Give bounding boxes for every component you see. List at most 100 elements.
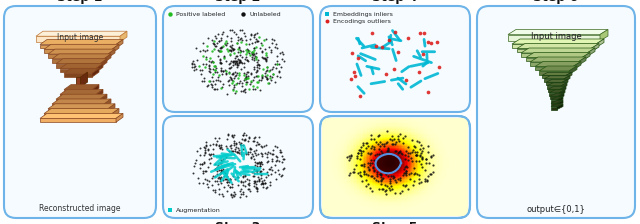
Point [216, 46, 226, 49]
Point [406, 139, 417, 142]
Point [349, 71, 359, 74]
Point [363, 161, 373, 164]
Point [211, 45, 221, 48]
Point [223, 183, 233, 187]
Point [408, 179, 419, 183]
Point [393, 138, 403, 141]
Polygon shape [64, 68, 99, 73]
Point [234, 151, 244, 154]
Point [201, 55, 211, 59]
Point [404, 172, 415, 175]
Point [235, 60, 245, 64]
Point [237, 193, 248, 196]
Point [423, 90, 433, 94]
FancyBboxPatch shape [477, 6, 635, 218]
Point [236, 60, 246, 64]
Point [264, 81, 274, 85]
Point [236, 143, 246, 146]
Point [423, 144, 433, 148]
Point [208, 147, 218, 151]
Point [232, 77, 243, 80]
Point [237, 81, 247, 84]
Polygon shape [521, 48, 595, 53]
Point [246, 155, 256, 159]
Point [416, 144, 426, 147]
Polygon shape [96, 63, 103, 72]
Point [193, 176, 203, 180]
Polygon shape [551, 100, 557, 103]
Point [409, 144, 419, 147]
Point [195, 50, 205, 53]
Point [260, 58, 271, 61]
Point [251, 182, 261, 185]
Point [225, 65, 236, 68]
Point [251, 186, 261, 190]
Point [410, 172, 420, 175]
Point [210, 136, 220, 139]
Point [322, 19, 332, 23]
Point [234, 72, 244, 75]
Text: Step 3: Step 3 [216, 221, 260, 224]
Polygon shape [64, 90, 92, 93]
Point [198, 41, 208, 44]
Text: Positive labeled: Positive labeled [176, 11, 225, 17]
Point [371, 178, 381, 181]
Point [202, 183, 212, 186]
Point [278, 52, 288, 56]
Point [205, 70, 216, 74]
Point [252, 68, 262, 71]
Point [223, 178, 233, 181]
Point [418, 147, 428, 150]
Point [394, 150, 404, 154]
Point [364, 168, 374, 172]
Point [353, 171, 363, 175]
Point [243, 50, 253, 53]
Point [220, 178, 230, 181]
Point [214, 47, 225, 50]
Point [211, 167, 221, 171]
Point [253, 160, 264, 163]
Point [412, 140, 422, 143]
Point [258, 56, 268, 60]
Point [248, 140, 259, 143]
Polygon shape [40, 39, 123, 45]
Point [221, 71, 231, 75]
Point [218, 30, 228, 34]
Point [356, 145, 366, 149]
Point [250, 41, 260, 44]
Point [216, 67, 226, 70]
Point [221, 174, 232, 177]
Point [348, 170, 358, 174]
Point [417, 157, 427, 161]
Point [360, 185, 371, 188]
Point [415, 153, 425, 157]
Point [216, 61, 227, 65]
Point [214, 49, 225, 52]
Point [250, 55, 260, 59]
Point [200, 49, 210, 53]
Point [266, 166, 276, 169]
Point [400, 157, 410, 161]
Point [198, 48, 208, 52]
Point [214, 136, 224, 140]
Point [227, 134, 237, 138]
Point [242, 58, 252, 62]
Point [353, 56, 364, 60]
Point [242, 80, 252, 84]
Point [268, 65, 278, 69]
Point [216, 159, 227, 163]
Point [272, 62, 282, 66]
Point [241, 38, 251, 41]
Point [250, 54, 260, 57]
Point [369, 176, 380, 180]
Point [227, 183, 237, 186]
Point [403, 187, 413, 191]
Point [374, 147, 385, 151]
Point [216, 143, 227, 147]
Point [223, 79, 233, 83]
Point [256, 176, 266, 180]
Point [231, 61, 241, 64]
Point [228, 60, 239, 64]
Point [165, 12, 175, 16]
Point [209, 64, 220, 67]
